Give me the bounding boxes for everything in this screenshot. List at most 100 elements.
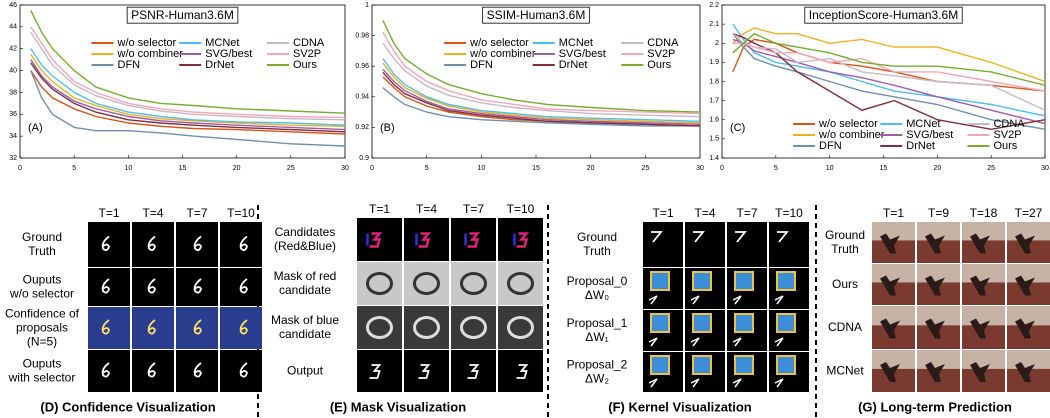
row-label: CDNA <box>828 320 862 334</box>
column-header: T=4 <box>142 206 163 220</box>
annotation: (A) <box>28 122 43 134</box>
y-tick-label: 0.98 <box>355 32 369 39</box>
row-label: Candidates <box>275 225 336 239</box>
kernel <box>651 272 669 290</box>
image-background <box>872 350 915 369</box>
column-header: T=7 <box>736 206 757 220</box>
image-background <box>917 264 960 282</box>
column-header: T=4 <box>416 202 437 216</box>
y-tick-label: 32 <box>9 155 17 162</box>
x-tick-label: 15 <box>532 165 540 172</box>
row-label: Output <box>287 364 324 378</box>
image-background <box>917 222 960 240</box>
legend-label: Ours <box>993 140 1017 152</box>
image-background <box>962 222 1005 240</box>
image-tile <box>357 262 402 305</box>
x-tick-label: 20 <box>233 165 241 172</box>
image-tile <box>88 222 130 267</box>
y-tick-label: 38 <box>9 89 17 96</box>
annotation: (B) <box>380 122 395 134</box>
row-label: Truth <box>28 244 56 258</box>
kernel <box>693 272 711 290</box>
legend-label: DFN <box>118 59 141 71</box>
y-tick-label: 0.96 <box>355 63 369 70</box>
image-background <box>962 264 1005 282</box>
image-background <box>917 350 960 369</box>
row-label: Mask of red <box>274 269 337 283</box>
y-tick-label: 1 <box>365 2 369 9</box>
row-label: candidate <box>279 283 331 297</box>
panel-caption: (F) Kernel Visualization <box>608 399 752 414</box>
column-header: T=9 <box>928 206 949 220</box>
legend-label: DrNet <box>906 140 935 152</box>
image-tile <box>357 306 402 349</box>
row-label: Mask of blue <box>271 313 339 327</box>
y-tick-label: 1.6 <box>709 117 719 124</box>
kernel <box>693 356 711 374</box>
y-tick-label: 1.8 <box>709 78 719 85</box>
image-tile <box>88 307 130 349</box>
column-header: T=1 <box>883 206 904 220</box>
x-tick-label: 5 <box>774 165 778 172</box>
y-tick-label: 1.4 <box>709 155 719 162</box>
image-background <box>1007 350 1050 369</box>
y-tick-label: 2.1 <box>709 21 719 28</box>
row-label: (N=5) <box>27 335 57 349</box>
image-background <box>962 306 1005 325</box>
row-label: ΔW₀ <box>585 288 609 302</box>
row-label: Proposal_2 <box>567 358 628 372</box>
x-tick-label: 5 <box>72 165 76 172</box>
x-tick-label: 30 <box>1041 165 1049 172</box>
y-tick-label: 44 <box>9 24 17 31</box>
column-header: T=7 <box>186 206 207 220</box>
image-background <box>872 306 915 325</box>
row-label: with selector <box>8 371 76 385</box>
x-tick-label: 25 <box>641 165 649 172</box>
row-label: Ours <box>832 277 858 291</box>
image-tile <box>685 222 725 267</box>
panel-caption: (D) Confidence Visualization <box>40 399 215 414</box>
image-tile <box>451 262 496 305</box>
y-tick-label: 1.9 <box>709 59 719 66</box>
x-tick-label: 20 <box>933 165 941 172</box>
image-background <box>1007 306 1050 325</box>
y-tick-label: 0.92 <box>355 124 369 131</box>
image-tile <box>643 222 683 267</box>
row-label: Ouputs <box>23 357 62 371</box>
chart-title: SSIM-Human3.6M <box>487 8 586 22</box>
kernel <box>777 314 795 332</box>
image-tile <box>498 306 543 349</box>
kernel <box>693 314 711 332</box>
image-tile <box>769 222 809 267</box>
x-tick-label: 10 <box>124 165 132 172</box>
image-background <box>1007 222 1050 240</box>
y-tick-label: 0.9 <box>359 155 369 162</box>
row-label: Ouputs <box>23 273 62 287</box>
figure: 3234363840424446051015202530PSNR-Human3.… <box>0 0 1050 418</box>
row-label: Truth <box>583 244 611 258</box>
row-label: Ground <box>22 230 62 244</box>
legend-label: DrNet <box>205 59 234 71</box>
x-tick-label: 25 <box>987 165 995 172</box>
kernel <box>735 272 753 290</box>
image-background <box>962 350 1005 369</box>
row-label: Ground <box>577 230 617 244</box>
image-tile <box>404 306 449 349</box>
image-tile <box>404 262 449 305</box>
x-tick-label: 10 <box>477 165 485 172</box>
y-tick-label: 1.5 <box>709 136 719 143</box>
chart-title: InceptionScore-Human3.6M <box>809 8 958 22</box>
row-label: Ground <box>825 228 865 242</box>
kernel <box>651 314 669 332</box>
x-tick-label: 30 <box>696 165 704 172</box>
panel-caption: (E) Mask Visualization <box>330 399 466 414</box>
image-tile <box>451 306 496 349</box>
image-tile <box>88 350 130 392</box>
kernel <box>777 272 795 290</box>
row-label: w/o selector <box>9 287 74 301</box>
y-tick-label: 1.7 <box>709 97 719 104</box>
image-background <box>1007 264 1050 282</box>
y-tick-label: 34 <box>9 133 17 140</box>
image-background <box>917 306 960 325</box>
column-header: T=27 <box>1015 206 1043 220</box>
